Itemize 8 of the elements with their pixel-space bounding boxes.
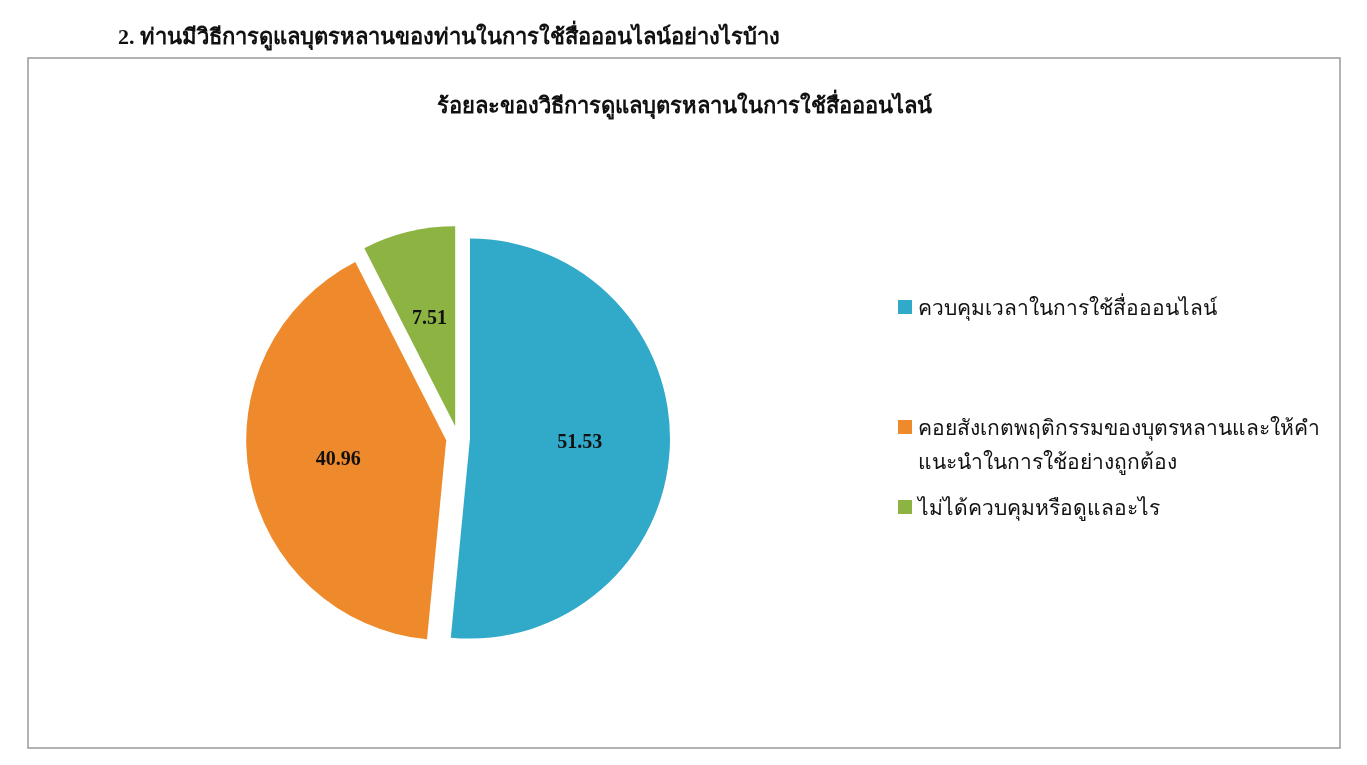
legend-label: คอยสังเกตพฤติกรรมของบุตรหลานและให้คำแนะนำในการใช้อย่างถูกต้อง	[918, 415, 1321, 477]
legend-label: ไม่ได้ควบคุมหรือดูแลอะไร	[918, 495, 1161, 523]
data-label: 51.53	[557, 430, 603, 453]
data-label: 7.51	[411, 305, 447, 328]
data-label: 40.96	[315, 447, 361, 470]
legend-label: ควบคุมเวลาในการใช้สื่อออนไลน์	[918, 292, 1218, 323]
chart-title: 2. ท่านมีวิธีการดูแลบุตรหลานของท่านในการใช้สื่อออนไลน์อย่างไรบ้าง	[118, 20, 780, 51]
chart-subtitle: ร้อยละของวิธีการดูแลบุตรหลานในการใช้สื่อออนไลน์	[436, 89, 932, 120]
